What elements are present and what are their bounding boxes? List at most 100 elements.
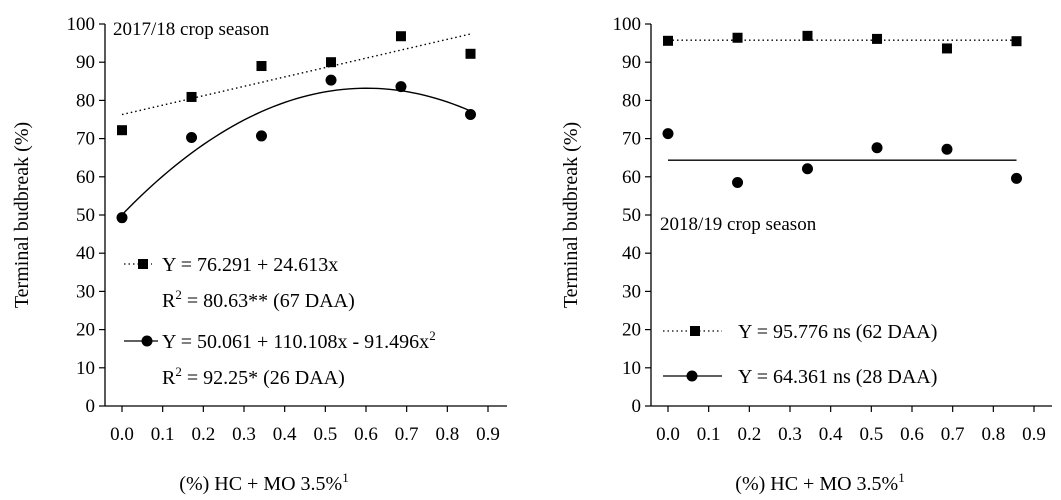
x-tick-label: 0.3 [778,424,802,445]
right-eq-1: Y = 95.776 ns (62 DAA) [738,321,937,343]
y-tick-label: 20 [76,320,95,341]
r2-prefix: R [162,290,176,312]
right-y-ticks: 0 10 20 30 40 50 60 70 80 90 100 [613,14,651,417]
right-x-ticks: 0.0 0.1 0.2 0.3 0.4 0.5 0.6 0.7 0.8 0.9 [656,406,1046,445]
right-eq-2: Y = 64.361 ns (28 DAA) [738,366,937,388]
circle-point [255,130,267,142]
square-point [1011,36,1022,47]
y-tick-label: 30 [622,281,641,302]
square-point [941,43,952,54]
eq-sup: 2 [429,328,436,343]
circle-point [662,128,674,140]
circle-point [801,163,813,175]
xlabel-sup: 1 [898,470,905,485]
left-fit-lines [121,33,471,216]
x-tick-label: 0.5 [859,424,883,445]
x-tick-label: 0.3 [232,424,256,445]
legend-square-marker-icon [138,259,148,269]
circle-point [871,142,883,154]
circle-point [732,177,744,189]
square-point [465,48,476,59]
x-tick-label: 0.0 [656,424,680,445]
legend-square-marker-icon [690,326,700,336]
square-point [663,35,673,46]
right-season-label: 2018/19 crop season [660,214,817,235]
x-tick-label: 0.0 [110,424,134,445]
left-season-label: 2017/18 crop season [113,19,270,40]
y-tick-label: 20 [622,320,641,341]
right-data-points [662,30,1023,189]
right-legend-square: Y = 95.776 ns (62 DAA) [663,321,937,343]
y-tick-label: 10 [622,358,641,379]
square-point [732,32,743,43]
right-legend-circle: Y = 64.361 ns (28 DAA) [663,366,937,388]
x-tick-label: 0.6 [354,424,378,445]
x-tick-label: 0.6 [900,424,924,445]
y-tick-label: 90 [76,52,95,73]
y-tick-label: 40 [622,243,641,264]
square-point [872,33,883,44]
y-tick-label: 70 [622,129,641,150]
x-tick-label: 0.1 [151,424,175,445]
fit-line-solid [121,87,471,216]
square-point [117,125,127,136]
y-tick-label: 60 [622,167,641,188]
left-r2-2: R2 = 92.25* (26 DAA) [162,364,345,389]
x-tick-label: 0.4 [273,424,297,445]
left-data-points [116,31,477,224]
right-y-axis-label: Terminal budbreak (%) [560,122,582,308]
x-tick-label: 0.8 [981,424,1005,445]
left-eq-2: Y = 50.061 + 110.108x - 91.496x2 [162,328,436,353]
x-tick-label: 0.9 [1022,424,1046,445]
circle-point [116,212,128,224]
y-tick-label: 60 [76,167,95,188]
left-y-axis-label: Terminal budbreak (%) [11,122,33,308]
square-point [256,61,267,72]
x-tick-label: 0.9 [476,424,500,445]
circle-point [465,109,477,121]
fit-line-dotted [121,33,471,116]
x-tick-label: 0.4 [819,424,843,445]
y-tick-label: 80 [76,90,95,111]
left-legend-square: Y = 76.291 + 24.613x R2 = 80.63** (67 DA… [124,254,355,312]
left-x-axis-label: (%) HC + MO 3.5%1 [179,470,348,495]
left-legend-circle: Y = 50.061 + 110.108x - 91.496x2 R2 = 92… [124,328,436,389]
square-point [395,31,406,42]
y-tick-label: 30 [76,281,95,302]
y-tick-label: 10 [76,358,95,379]
circle-point [186,131,198,143]
y-tick-label: 100 [613,14,642,35]
y-tick-label: 50 [76,205,95,226]
circle-point [1011,172,1023,184]
x-tick-label: 0.8 [435,424,459,445]
square-point [186,91,197,102]
square-point [802,30,813,41]
y-tick-label: 70 [76,129,95,150]
left-y-ticks: 0 10 20 30 40 50 60 70 80 90 100 [67,14,105,417]
xlabel-body: (%) HC + MO 3.5% [735,473,898,495]
left-r2-1: R2 = 80.63** (67 DAA) [162,287,355,312]
y-tick-label: 80 [622,90,641,111]
x-tick-label: 0.2 [737,424,761,445]
y-tick-label: 40 [76,243,95,264]
r2-sup: 2 [175,287,182,302]
right-fit-lines [668,39,1017,161]
left-x-ticks: 0.0 0.1 0.2 0.3 0.4 0.5 0.6 0.7 0.8 0.9 [110,406,500,445]
x-tick-label: 0.1 [697,424,721,445]
eq-body: Y = 50.061 + 110.108x - 91.496x [162,331,429,353]
circle-point [941,143,953,155]
right-x-axis-label: (%) HC + MO 3.5%1 [735,470,904,495]
left-eq-1: Y = 76.291 + 24.613x [162,254,338,276]
r2-value: = 80.63** (67 DAA) [182,290,355,312]
y-tick-label: 0 [86,396,96,417]
legend-circle-marker-icon [686,370,698,382]
circle-point [395,81,407,93]
x-tick-label: 0.7 [395,424,419,445]
xlabel-body: (%) HC + MO 3.5% [179,473,342,495]
r2-prefix: R [162,367,176,389]
y-tick-label: 90 [622,52,641,73]
r2-sup: 2 [175,364,182,379]
